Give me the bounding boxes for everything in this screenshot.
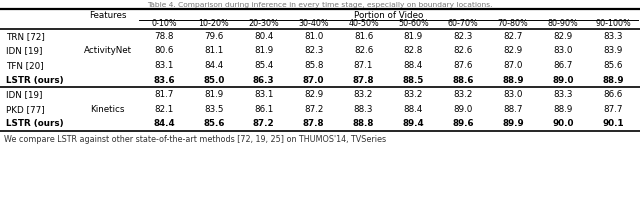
Text: 82.7: 82.7 [504,32,523,41]
Text: 20-30%: 20-30% [248,20,279,28]
Text: 90.0: 90.0 [552,119,574,128]
Text: 30-40%: 30-40% [298,20,329,28]
Text: 81.7: 81.7 [154,90,173,99]
Text: 40-50%: 40-50% [348,20,379,28]
Text: Portion of Video: Portion of Video [354,11,423,20]
Text: 87.1: 87.1 [354,61,373,70]
Text: 88.6: 88.6 [452,76,474,85]
Text: 87.7: 87.7 [604,105,623,114]
Text: 10-20%: 10-20% [198,20,229,28]
Text: 0-10%: 0-10% [151,20,177,28]
Text: 88.3: 88.3 [354,105,373,114]
Text: 87.2: 87.2 [304,105,323,114]
Text: 83.3: 83.3 [604,32,623,41]
Text: 85.0: 85.0 [203,76,225,85]
Text: 83.5: 83.5 [204,105,223,114]
Text: 90-100%: 90-100% [595,20,631,28]
Text: 82.8: 82.8 [404,46,423,55]
Text: 86.1: 86.1 [254,105,273,114]
Text: 70-80%: 70-80% [498,20,529,28]
Text: 79.6: 79.6 [204,32,223,41]
Text: 88.8: 88.8 [353,119,374,128]
Text: 87.8: 87.8 [303,119,324,128]
Text: 83.2: 83.2 [354,90,373,99]
Text: 83.0: 83.0 [554,46,573,55]
Text: 82.1: 82.1 [154,105,173,114]
Text: 81.9: 81.9 [254,46,273,55]
Text: ActivityNet: ActivityNet [83,46,131,55]
Text: 83.1: 83.1 [254,90,273,99]
Text: 86.6: 86.6 [604,90,623,99]
Text: Kinetics: Kinetics [90,105,125,114]
Text: 82.6: 82.6 [454,46,473,55]
Text: PKD [77]: PKD [77] [6,105,45,114]
Text: 88.9: 88.9 [602,76,624,85]
Text: 88.4: 88.4 [404,61,423,70]
Text: 80.6: 80.6 [154,46,173,55]
Text: 81.6: 81.6 [354,32,373,41]
Text: 81.9: 81.9 [404,32,423,41]
Text: 60-70%: 60-70% [448,20,479,28]
Text: 50-60%: 50-60% [398,20,429,28]
Text: 83.0: 83.0 [504,90,523,99]
Text: 87.8: 87.8 [353,76,374,85]
Text: 88.7: 88.7 [504,105,523,114]
Text: 84.4: 84.4 [153,119,175,128]
Text: 87.2: 87.2 [253,119,275,128]
Text: 83.6: 83.6 [153,76,175,85]
Text: 89.6: 89.6 [452,119,474,128]
Text: 83.2: 83.2 [404,90,423,99]
Text: 83.3: 83.3 [554,90,573,99]
Text: 89.9: 89.9 [502,119,524,128]
Text: 82.9: 82.9 [504,46,523,55]
Text: Table 4. Comparison during inference in every time stage, especially on boundary: Table 4. Comparison during inference in … [147,2,493,8]
Text: 80-90%: 80-90% [548,20,579,28]
Text: 81.1: 81.1 [204,46,223,55]
Text: 86.3: 86.3 [253,76,275,85]
Text: 89.0: 89.0 [552,76,574,85]
Text: 90.1: 90.1 [602,119,624,128]
Text: 83.1: 83.1 [154,61,173,70]
Text: Features: Features [89,11,126,20]
Text: 84.4: 84.4 [204,61,223,70]
Text: 89.4: 89.4 [403,119,424,128]
Text: 81.0: 81.0 [304,32,323,41]
Text: IDN [19]: IDN [19] [6,46,42,55]
Text: 88.5: 88.5 [403,76,424,85]
Text: 88.9: 88.9 [502,76,524,85]
Text: 85.6: 85.6 [604,61,623,70]
Text: 88.4: 88.4 [404,105,423,114]
Text: LSTR (ours): LSTR (ours) [6,119,63,128]
Text: 82.3: 82.3 [454,32,473,41]
Text: 87.6: 87.6 [454,61,473,70]
Text: 80.4: 80.4 [254,32,273,41]
Text: 89.0: 89.0 [454,105,473,114]
Text: 86.7: 86.7 [554,61,573,70]
Text: 83.9: 83.9 [604,46,623,55]
Text: 85.8: 85.8 [304,61,323,70]
Text: 87.0: 87.0 [303,76,324,85]
Text: 82.6: 82.6 [354,46,373,55]
Text: 82.9: 82.9 [304,90,323,99]
Text: 82.9: 82.9 [554,32,573,41]
Text: TFN [20]: TFN [20] [6,61,44,70]
Text: We compare LSTR against other state-of-the-art methods [72, 19, 25] on THUMOS'14: We compare LSTR against other state-of-t… [4,135,386,144]
Text: 85.4: 85.4 [254,61,273,70]
Text: LSTR (ours): LSTR (ours) [6,76,63,85]
Text: 87.0: 87.0 [504,61,523,70]
Text: 88.9: 88.9 [554,105,573,114]
Text: 78.8: 78.8 [154,32,173,41]
Text: TRN [72]: TRN [72] [6,32,45,41]
Text: 81.9: 81.9 [204,90,223,99]
Text: 85.6: 85.6 [203,119,225,128]
Text: IDN [19]: IDN [19] [6,90,42,99]
Text: 82.3: 82.3 [304,46,323,55]
Text: 83.2: 83.2 [454,90,473,99]
